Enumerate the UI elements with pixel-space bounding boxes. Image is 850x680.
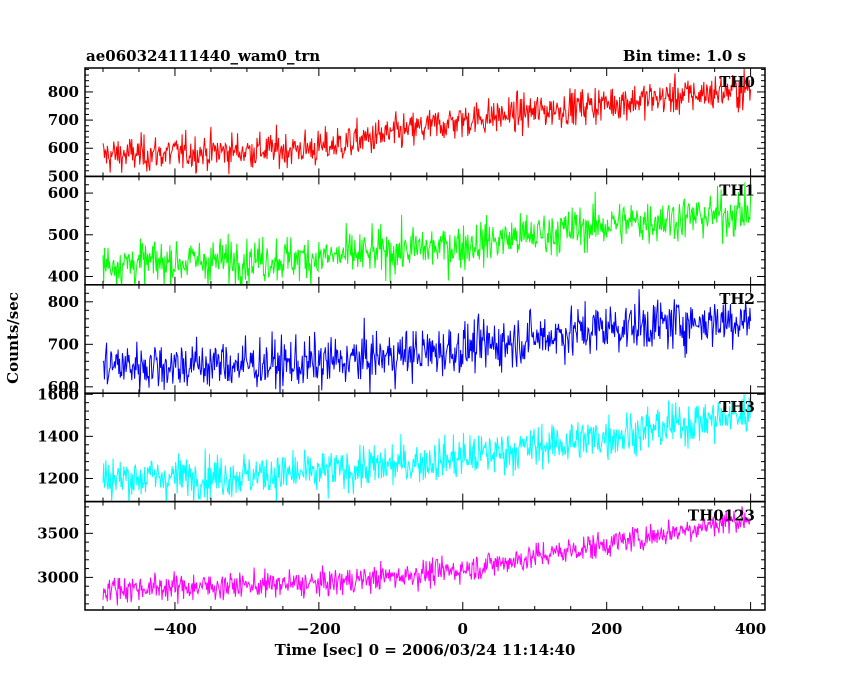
x-tick-label: 0: [458, 620, 468, 638]
panel-frame: [84, 500, 766, 611]
series-line-th0123: [102, 506, 752, 606]
x-tick-label: 400: [735, 620, 766, 638]
y-tick-label: 800: [48, 83, 79, 101]
panel-name-label: TH0123: [688, 507, 755, 525]
y-tick-label: 1600: [37, 385, 79, 403]
y-axis-label: Counts/sec: [4, 292, 22, 384]
x-axis-label: Time [sec] 0 = 2006/03/24 11:14:40: [275, 641, 576, 659]
chart-title: ae060324111440_wam0_trn: [86, 47, 320, 65]
panel-name-label: TH2: [719, 290, 755, 308]
panel-name-label: TH1: [719, 181, 755, 199]
panel-name-label: TH0: [719, 73, 755, 91]
y-tick-label: 700: [48, 335, 79, 353]
panel-th0: 500 600 700 800 TH0: [48, 67, 766, 185]
y-tick-label: 500: [48, 226, 79, 244]
bin-time-label: Bin time: 1.0 s: [623, 47, 746, 65]
y-tick-label: 600: [48, 184, 79, 202]
y-tick-label: 600: [48, 139, 79, 157]
series-line-th2: [102, 289, 752, 394]
y-tick-label: 800: [48, 293, 79, 311]
series-line-th3: [102, 393, 752, 502]
y-tick-label: 500: [48, 167, 79, 185]
x-tick-label: 200: [591, 620, 622, 638]
y-tick-label: 400: [48, 267, 79, 285]
y-tick-label: 1400: [37, 427, 79, 445]
y-tick-label: 700: [48, 111, 79, 129]
x-tick-label: −400: [153, 620, 197, 638]
y-tick-label: 600: [48, 378, 79, 396]
x-tick-label: −200: [297, 620, 341, 638]
panel-th1: 400 500 600 TH1: [48, 175, 766, 286]
panel-th3: 1200 1400 1600 TH3: [37, 385, 766, 503]
panel-th0123: 3000 3500 TH0123: [37, 500, 766, 611]
y-tick-label: 3500: [37, 524, 79, 542]
series-line-th1: [102, 182, 752, 285]
series-line-th0: [102, 68, 752, 175]
panel-name-label: TH3: [719, 398, 755, 416]
y-tick-label: 3000: [37, 568, 79, 586]
y-tick-label: 1200: [37, 469, 79, 487]
panel-th2: 600 700 800 TH2: [48, 284, 766, 396]
